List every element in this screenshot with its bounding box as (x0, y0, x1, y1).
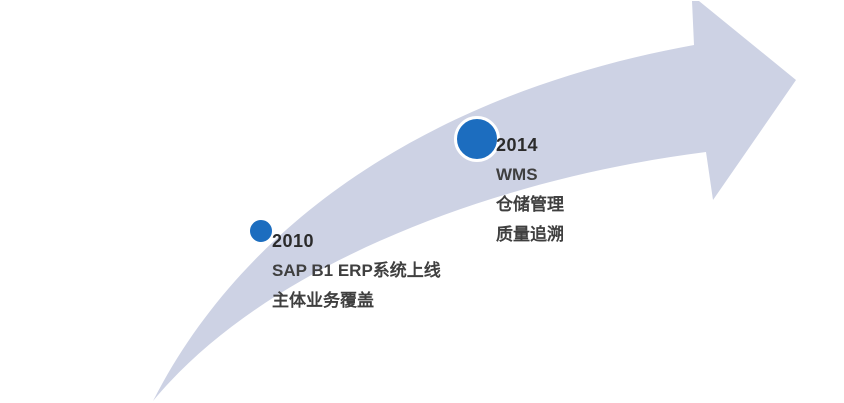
milestone-year: 2010 (272, 231, 315, 251)
milestone-dot-2014 (454, 116, 500, 162)
milestone-2014: 2014 WMS 仓储管理 质量追溯 (496, 130, 564, 250)
milestone-year: 2014 (496, 135, 539, 155)
growth-arrow-shape (153, 1, 796, 401)
milestone-description-line: SAP B1 ERP系统上线 (272, 261, 441, 280)
milestone-description-line: 仓储管理 (496, 195, 564, 214)
milestone-description-line: 质量追溯 (496, 225, 564, 244)
milestone-2010: 2010 SAP B1 ERP系统上线 主体业务覆盖 (272, 226, 441, 316)
milestone-description-line: 主体业务覆盖 (272, 291, 374, 310)
milestone-description-line: WMS (496, 165, 538, 184)
milestone-dot-2010 (247, 217, 275, 245)
